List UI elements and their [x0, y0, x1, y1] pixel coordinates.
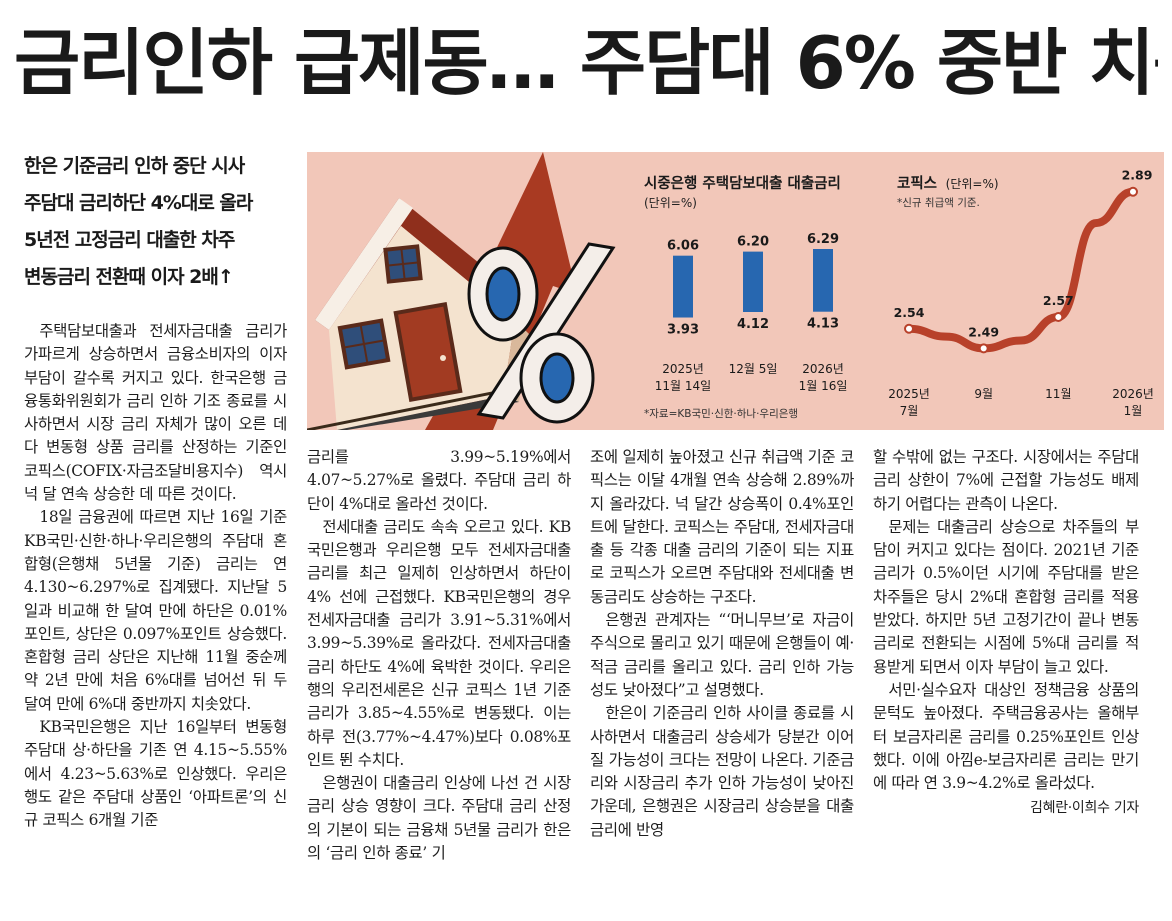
bar-category-label: 11월 14일 — [655, 379, 711, 393]
subheadlines: 한은 기준금리 인하 중단 시사 주담대 금리하단 4%대로 올라 5년전 고정… — [24, 148, 294, 296]
bar-high-label: 6.20 — [737, 235, 769, 250]
article-paragraph: 서민·실수요자 대상인 정책금융 상품의 문턱도 높아졌다. 주택금융공사는 올… — [873, 680, 1139, 793]
data-point — [1053, 312, 1064, 323]
article-paragraph: 한은이 기준금리 인하 사이클 종료를 시사하면서 대출금리 상승세가 당분간 … — [590, 704, 854, 839]
infographic-canvas: 시중은행 주택담보대출 대출금리 (단위=%) 6.06 3.93 2025년 11월… — [307, 152, 1154, 430]
data-label: 2.89 — [1122, 168, 1153, 183]
article-paragraph: 은행권이 대출금리 인상에 나선 건 시장금리 상승 영향이 크다. 주담대 금… — [307, 774, 571, 863]
article-column-1: 주택담보대출과 전세자금대출 금리가 가파르게 상승하면서 금융소비자의 이자 … — [24, 320, 287, 833]
x-tick-label: 9월 — [974, 387, 993, 401]
svg-text:코픽스 (단위=%): 코픽스 (단위=%) — [897, 175, 999, 192]
line-chart-unit: (단위=%) — [946, 177, 999, 191]
bar-category-label: 2026년 — [802, 362, 844, 376]
series-line — [905, 187, 1137, 353]
line-chart: 코픽스 (단위=%) *신규 취급액 기준. 2.54 2.49 2.57 2.89 2… — [888, 168, 1154, 418]
headline: 금리인하 급제동… 주담대 6% 중반 치솟아 — [14, 21, 1158, 105]
data-label: 2.49 — [968, 324, 999, 339]
house-base-icon — [337, 396, 519, 430]
bar-chart-unit: (단위=%) — [644, 196, 697, 210]
article-paragraph: 18일 금융권에 따르면 지난 16일 기준 KB국민·신한·하나·우리은행의 … — [24, 508, 287, 713]
bar-chart: 시중은행 주택담보대출 대출금리 (단위=%) 6.06 3.93 2025년 11월… — [644, 174, 847, 420]
bar-chart-title: 시중은행 주택담보대출 대출금리 — [644, 174, 841, 192]
article-paragraph: KB국민은행은 지난 16일부터 변동형 주담대 상·하단을 기존 연 4.15… — [24, 718, 287, 830]
bar-category-label: 12월 5일 — [729, 362, 778, 376]
percent-sign-icon — [467, 242, 616, 424]
infographic: 시중은행 주택담보대출 대출금리 (단위=%) 6.06 3.93 2025년 11월… — [307, 152, 1164, 430]
article-column-3: 조에 일제히 높아졌고 신규 취급액 기준 코픽스는 이달 4개월 연속 상승해… — [590, 446, 854, 842]
line-chart-note: *신규 취급액 기준. — [897, 197, 980, 209]
x-tick-label: 2026년 — [1112, 387, 1154, 401]
data-point — [978, 343, 989, 354]
bar-category-label: 1월 16일 — [799, 379, 848, 393]
article-paragraph: 금리를 3.99~5.19%에서 4.07~5.27%로 올렸다. 주담대 금리… — [307, 448, 571, 513]
x-tick-label: 2025년 — [888, 387, 930, 401]
article-paragraph: 주택담보대출과 전세자금대출 금리가 가파르게 상승하면서 금융소비자의 이자 … — [24, 322, 287, 504]
house-door-icon — [393, 302, 463, 402]
bar-low-label: 4.13 — [807, 317, 839, 332]
bar-range — [673, 255, 693, 318]
x-tick-label: 1월 — [1124, 404, 1143, 418]
bar-low-label: 3.93 — [667, 323, 699, 338]
bar-high-label: 6.29 — [807, 232, 839, 247]
subheadline: 주담대 금리하단 4%대로 올라 — [24, 192, 253, 214]
article-paragraph: 은행권 관계자는 “‘머니무브’로 자금이 주식으로 몰리고 있기 때문에 은행… — [590, 611, 854, 699]
rising-arrow-icon — [425, 152, 577, 430]
subheadline: 변동금리 전환때 이자 2배↑ — [24, 266, 234, 288]
data-label: 2.57 — [1043, 293, 1074, 308]
article-paragraph: 전세대출 금리도 속속 오르고 있다. KB국민은행과 우리은행 모두 전세자금… — [307, 517, 571, 769]
article-paragraph: 할 수밖에 없는 구조다. 시장에서는 주담대 금리 상한이 7%에 근접할 가… — [873, 448, 1139, 513]
bar-category-label: 2025년 — [662, 362, 704, 376]
bar-range — [813, 249, 833, 312]
house-roof-top-icon — [315, 198, 413, 330]
data-point — [1128, 186, 1138, 197]
byline: 김혜란·이희수 기자 — [1030, 800, 1139, 817]
bar-range — [743, 251, 763, 312]
bar-high-label: 6.06 — [667, 239, 699, 254]
article-paragraph: 조에 일제히 높아졌고 신규 취급액 기준 코픽스는 이달 4개월 연속 상승해… — [590, 448, 854, 606]
data-label: 2.54 — [894, 305, 925, 320]
article-column-2: 금리를 3.99~5.19%에서 4.07~5.27%로 올렸다. 주담대 금리… — [307, 446, 571, 865]
article-paragraph: 문제는 대출금리 상승으로 차주들의 부담이 커지고 있다는 점이다. 2021… — [873, 517, 1139, 676]
house-illustration — [307, 152, 616, 430]
bar-chart-source: *자료=KB국민·신한·하나·우리은행 — [644, 407, 798, 420]
data-point — [904, 323, 914, 334]
x-tick-label: 7월 — [900, 404, 919, 418]
article-column-4: 할 수밖에 없는 구조다. 시장에서는 주담대 금리 상한이 7%에 근접할 가… — [873, 446, 1139, 821]
subheadline: 한은 기준금리 인하 중단 시사 — [24, 155, 245, 177]
x-tick-label: 11월 — [1045, 387, 1071, 401]
line-chart-title: 코픽스 — [897, 175, 937, 192]
subheadline: 5년전 고정금리 대출한 차주 — [24, 229, 235, 251]
bar-low-label: 4.12 — [737, 317, 769, 332]
